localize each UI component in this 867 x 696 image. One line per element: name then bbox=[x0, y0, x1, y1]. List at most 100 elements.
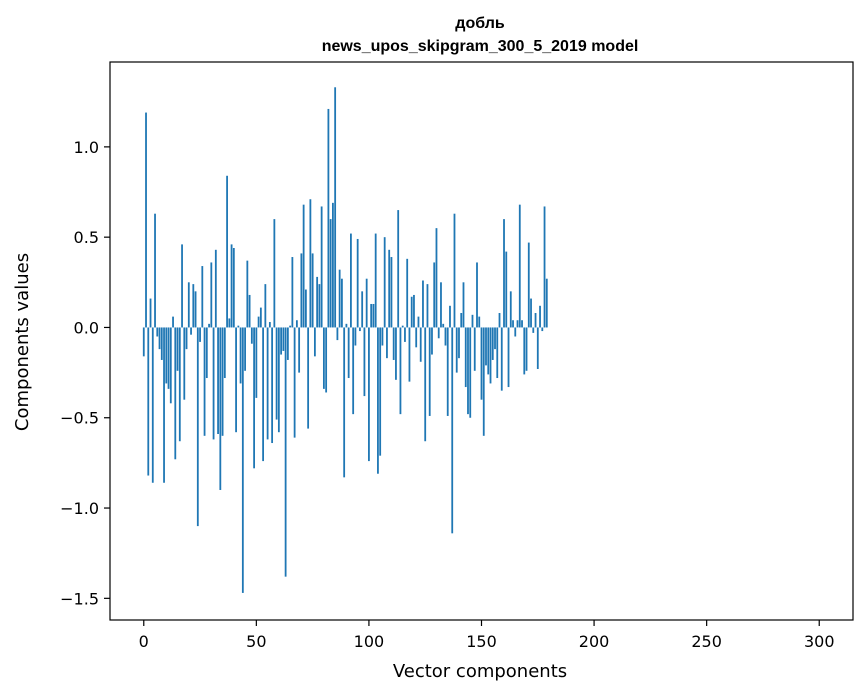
bar bbox=[455, 327, 458, 373]
bar bbox=[277, 327, 280, 433]
bar bbox=[336, 327, 339, 341]
bar bbox=[320, 206, 323, 328]
bar bbox=[156, 327, 159, 337]
bar bbox=[444, 327, 447, 346]
bar bbox=[223, 327, 226, 379]
bar bbox=[343, 327, 346, 478]
bar bbox=[167, 327, 170, 389]
bar bbox=[408, 327, 411, 382]
bar bbox=[404, 327, 406, 342]
bar bbox=[417, 316, 420, 328]
bar bbox=[235, 327, 237, 433]
bar bbox=[302, 204, 305, 328]
bar bbox=[318, 284, 321, 328]
bar bbox=[322, 327, 325, 389]
bar bbox=[500, 327, 503, 391]
y-axis: −1.5 −1.0 −0.5 0.0 0.5 1.0 bbox=[60, 138, 110, 608]
bar bbox=[532, 327, 535, 333]
bar bbox=[476, 262, 478, 328]
bar bbox=[377, 327, 379, 474]
bar bbox=[311, 253, 314, 328]
bar bbox=[149, 298, 152, 328]
bar bbox=[435, 228, 438, 328]
bar bbox=[478, 316, 481, 328]
bar bbox=[354, 327, 357, 346]
bar bbox=[390, 257, 393, 328]
bar bbox=[174, 327, 177, 460]
bar bbox=[426, 284, 429, 328]
bar bbox=[151, 327, 154, 483]
bar-series bbox=[142, 87, 548, 593]
bar bbox=[467, 327, 469, 415]
bar bbox=[160, 327, 163, 360]
bar bbox=[433, 262, 436, 328]
bar bbox=[545, 278, 548, 328]
bar bbox=[356, 238, 359, 328]
bar bbox=[505, 251, 508, 328]
bar bbox=[530, 298, 532, 328]
bar bbox=[214, 249, 217, 328]
bar bbox=[244, 327, 246, 371]
bar bbox=[379, 327, 382, 456]
bar bbox=[219, 327, 222, 490]
bar bbox=[491, 327, 494, 360]
y-tick-label: −1.0 bbox=[60, 499, 99, 518]
x-tick-label: 50 bbox=[246, 632, 266, 651]
bar bbox=[187, 282, 190, 328]
x-axis-label: Vector components bbox=[393, 661, 567, 682]
bar bbox=[516, 320, 519, 328]
bar bbox=[509, 291, 512, 328]
bar bbox=[275, 327, 278, 420]
bar bbox=[527, 242, 530, 328]
bar bbox=[422, 280, 424, 328]
bar bbox=[487, 327, 490, 375]
bar bbox=[203, 327, 206, 436]
bar bbox=[496, 327, 499, 379]
bar bbox=[185, 327, 188, 350]
bar bbox=[437, 327, 440, 339]
bar bbox=[446, 327, 449, 416]
y-tick-label: −1.5 bbox=[60, 589, 99, 608]
bar bbox=[163, 327, 165, 483]
bar bbox=[241, 327, 244, 593]
bar bbox=[485, 327, 487, 366]
bar bbox=[232, 248, 235, 328]
bar bbox=[230, 244, 233, 328]
bar bbox=[372, 303, 375, 328]
bar bbox=[295, 320, 298, 328]
bar bbox=[329, 219, 332, 328]
bar bbox=[228, 318, 231, 328]
bar bbox=[480, 327, 483, 400]
bar bbox=[259, 307, 262, 328]
bar bbox=[525, 327, 528, 371]
bar bbox=[440, 282, 442, 328]
bar bbox=[280, 327, 283, 355]
bar bbox=[264, 284, 267, 328]
bar bbox=[523, 327, 526, 375]
bar bbox=[352, 327, 355, 415]
bar bbox=[226, 175, 228, 328]
bar bbox=[507, 327, 510, 388]
bar bbox=[172, 316, 174, 328]
bar bbox=[473, 327, 476, 371]
bar bbox=[469, 327, 472, 418]
bar bbox=[489, 327, 492, 384]
chart-subtitle: news_upos_skipgram_300_5_2019 model bbox=[322, 38, 639, 55]
bar bbox=[217, 327, 219, 434]
bar bbox=[388, 249, 391, 328]
bar bbox=[413, 294, 415, 328]
bar bbox=[512, 320, 514, 328]
bar bbox=[338, 269, 341, 328]
bar bbox=[194, 291, 197, 328]
bar bbox=[386, 327, 388, 359]
bar bbox=[345, 323, 348, 328]
bar bbox=[327, 108, 330, 328]
bar bbox=[239, 327, 242, 384]
bar bbox=[325, 327, 328, 393]
bar bbox=[268, 322, 271, 328]
bar bbox=[201, 266, 204, 328]
bar bbox=[221, 327, 224, 436]
bar bbox=[482, 327, 485, 436]
bar bbox=[397, 210, 400, 328]
y-tick-label: 0.5 bbox=[74, 228, 99, 247]
